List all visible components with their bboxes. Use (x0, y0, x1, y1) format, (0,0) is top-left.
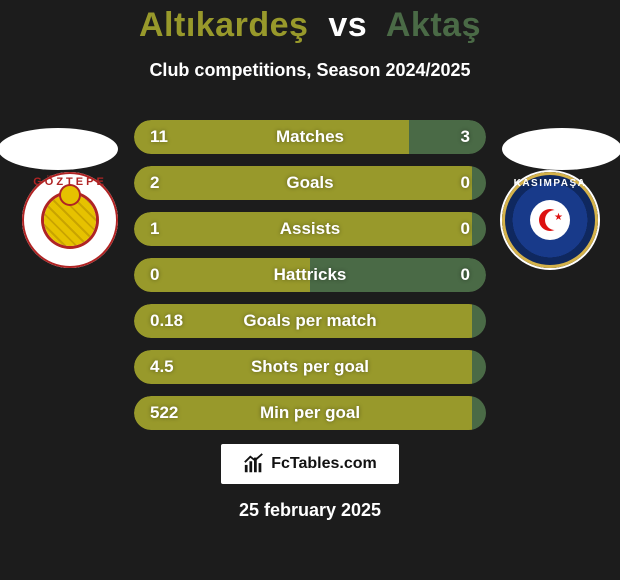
player1-name: Altıkardeş (139, 6, 308, 44)
chart-icon (243, 453, 265, 475)
goztepe-crest: GÖZTEPE (22, 172, 118, 268)
stat-label: Hattricks (134, 258, 486, 292)
subtitle: Club competitions, Season 2024/2025 (0, 60, 620, 81)
stat-value-right: 0 (445, 258, 486, 292)
stat-label: Assists (134, 212, 486, 246)
flag-right (502, 128, 620, 170)
stat-bars: Matches113Goals20Assists10Hattricks00Goa… (134, 120, 486, 442)
kasimpasa-core: ★ (530, 200, 570, 240)
stat-value-left: 0 (134, 258, 175, 292)
player2-name: Aktaş (386, 6, 481, 44)
stat-label: Matches (134, 120, 486, 154)
stat-row: Shots per goal4.5 (134, 350, 486, 384)
stat-value-left: 11 (134, 120, 184, 154)
kasimpasa-crest: KASIMPAŞA ★ (502, 172, 598, 268)
stat-row: Assists1 0 (134, 212, 486, 246)
stat-row: Min per goal522 (134, 396, 486, 430)
stat-value-right (454, 350, 486, 384)
club-badge-left: GÖZTEPE (22, 172, 118, 268)
stat-value-left: 0.18 (134, 304, 199, 338)
vs-text: vs (328, 6, 367, 44)
comparison-card: Altıkardeş vs Aktaş Club competitions, S… (0, 0, 620, 580)
stat-value-right: 3 (445, 120, 486, 154)
goztepe-sun-icon (61, 186, 79, 204)
flag-left (0, 128, 118, 170)
card-title: Altıkardeş vs Aktaş (0, 6, 620, 45)
watermark: FcTables.com (221, 444, 399, 484)
star-icon: ★ (554, 212, 563, 223)
stat-row: Hattricks0 0 (134, 258, 486, 292)
stat-value-right (454, 396, 486, 430)
stat-value-right: 0 (445, 166, 486, 200)
stat-label: Goals (134, 166, 486, 200)
card-date: 25 february 2025 (0, 500, 620, 521)
stat-row: Goals per match0.18 (134, 304, 486, 338)
stat-row: Goals2 0 (134, 166, 486, 200)
club-badge-right: KASIMPAŞA ★ (502, 172, 598, 268)
stat-value-right (454, 304, 486, 338)
stat-value-right: 0 (445, 212, 486, 246)
kasimpasa-ring-text: KASIMPAŞA (502, 178, 598, 189)
stat-value-left: 2 (134, 166, 175, 200)
stat-value-left: 1 (134, 212, 175, 246)
stat-value-left: 4.5 (134, 350, 190, 384)
goztepe-inner (44, 194, 96, 246)
stat-value-left: 522 (134, 396, 194, 430)
stat-row: Matches11 3 (134, 120, 486, 154)
watermark-text: FcTables.com (271, 455, 377, 473)
